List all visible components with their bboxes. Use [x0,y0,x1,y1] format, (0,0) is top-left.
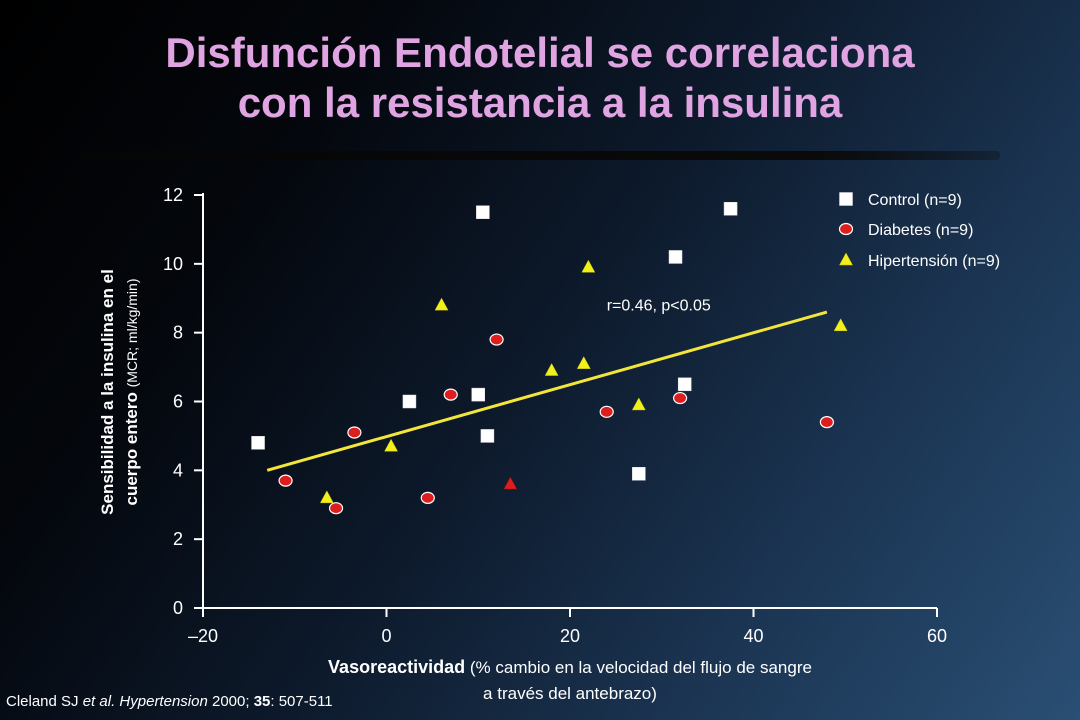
regression-label: r=0.46, p<0.05 [607,297,711,314]
y-tick-label: 10 [163,254,183,274]
citation-authors: Cleland SJ [6,693,83,710]
diabetes-point [278,474,293,487]
y-axis-unit: (MCR; ml/kg/min) [124,278,140,388]
diabetes-point [599,405,614,418]
control-point [677,377,692,392]
citation-year: 2000; [207,693,254,710]
diabetes-point [489,333,504,346]
diabetes-point [672,391,688,405]
hipertension-point [384,438,399,452]
legend-hipertension-marker [839,252,853,266]
y-tick-label: 2 [173,529,183,549]
y-axis-label-line-2: cuerpo entero [122,392,141,506]
legend-control-marker [839,192,853,206]
hipertension-point [503,476,518,490]
y-tick-label: 12 [163,185,183,205]
citation-journal: Hypertension [119,693,208,710]
title-divider [80,151,1000,160]
x-tick-label: –20 [188,626,218,646]
diabetes-point [420,491,435,504]
title-line-2: con la resistancia a la insulina [237,79,843,126]
y-axis-label-line-1: Sensibilidad a la insulina en el [98,269,117,515]
regression-layer: r=0.46, p<0.05 [266,297,828,472]
y-axis-label: Sensibilidad a la insulina en el cuerpo … [96,182,144,602]
citation-volume: 35 [253,693,271,710]
diabetes-point [819,416,835,429]
legend: Control (n=9) Diabetes (n=9) Hipertensión … [838,192,1000,270]
hipertension-point [434,297,449,311]
control-point [723,202,738,216]
y-tick-label: 8 [173,323,183,343]
legend-diabetes-marker [838,222,854,236]
citation-pages: : 507-511 [270,693,333,710]
regression-line [266,310,828,472]
hipertension-point [631,397,646,411]
legend-label: Hipertensión (n=9) [868,253,1000,270]
hipertension-point [319,490,334,504]
y-tick-label: 4 [173,460,183,480]
x-axis-label: Vasoreactividad (% cambio en la velocida… [220,654,920,707]
diabetes-point [347,426,362,439]
x-axis-label-line-1: (% cambio en la velocidad del flujo de s… [469,658,812,677]
control-point [668,250,683,264]
control-point [480,429,495,443]
y-tick-label: 0 [173,598,183,618]
control-point [471,387,485,402]
x-tick-label: 60 [927,626,947,646]
legend-label: Control (n=9) [868,192,962,209]
control-point [402,394,417,409]
hipertension-point [544,363,559,376]
hipertension-point [581,259,596,273]
points-layer [251,202,848,515]
control-point [476,205,490,219]
x-tick-label: 40 [743,626,763,646]
hipertension-point [833,318,848,332]
control-point [251,436,265,450]
control-point [632,467,646,481]
x-tick-label: 20 [560,626,580,646]
hipertension-point [576,356,591,369]
legend-label: Diabetes (n=9) [868,222,973,239]
slide-title: Disfunción Endotelial se correlaciona co… [0,28,1080,128]
citation-etal: et al. [82,693,116,710]
diabetes-point [328,502,344,515]
title-line-1: Disfunción Endotelial se correlaciona [165,29,915,76]
x-tick-label: 0 [381,626,391,646]
x-axis-label-bold: Vasoreactividad [328,657,466,677]
citation: Cleland SJ et al. Hypertension 2000; 35:… [6,693,333,710]
x-axis-label-line-2: a través del antebrazo) [483,684,657,703]
y-tick-label: 6 [173,392,183,412]
diabetes-point [443,388,458,401]
